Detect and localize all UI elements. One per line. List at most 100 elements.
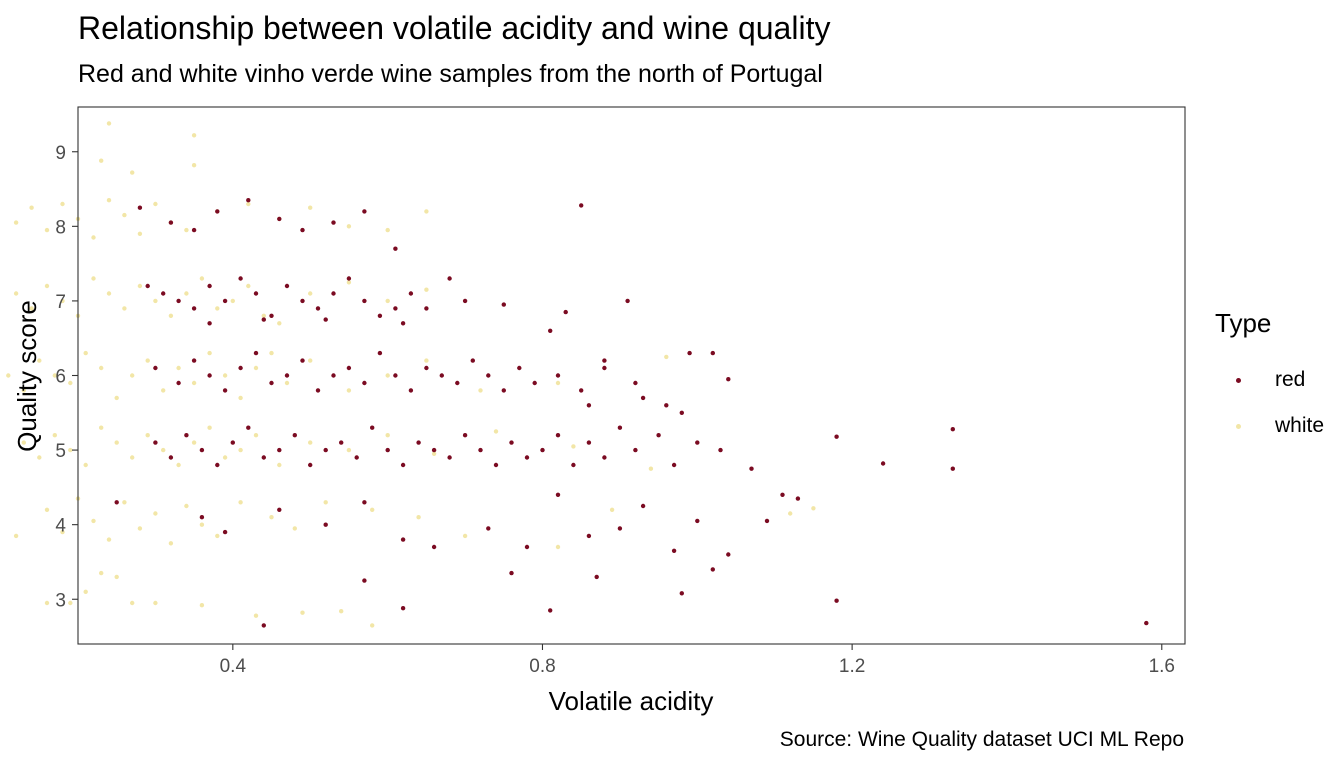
data-point-red — [346, 365, 352, 371]
data-point-red — [153, 365, 158, 371]
data-point-white — [207, 425, 212, 430]
data-point-red — [555, 492, 561, 497]
data-point-red — [524, 455, 530, 460]
data-point-red — [207, 373, 212, 378]
data-point-white — [424, 287, 429, 292]
data-point-red — [509, 570, 514, 576]
data-point-red — [586, 533, 592, 539]
data-point-red — [586, 403, 592, 408]
data-point-red — [393, 373, 398, 378]
series-red-points — [114, 198, 1149, 628]
data-point-red — [602, 365, 607, 371]
data-point-red — [400, 462, 406, 468]
data-point-white — [130, 373, 135, 378]
data-point-red — [393, 306, 398, 311]
data-point-white — [238, 395, 243, 401]
data-point-red — [671, 462, 677, 468]
plot-panel-border — [77, 106, 1186, 645]
data-point-red — [161, 291, 166, 296]
data-point-white — [277, 321, 282, 326]
data-point-white — [609, 507, 615, 512]
data-point-white — [222, 373, 228, 378]
data-point-red — [447, 276, 452, 281]
data-point-red — [695, 518, 700, 524]
data-point-white — [207, 350, 212, 356]
data-point-red — [253, 291, 259, 296]
data-point-red — [199, 447, 205, 453]
data-point-red — [346, 276, 352, 281]
data-point-red — [362, 578, 367, 583]
data-point-red — [548, 328, 553, 333]
data-point-red — [424, 306, 429, 311]
data-point-white — [145, 358, 150, 363]
data-point-red — [323, 522, 328, 527]
data-point-white — [308, 291, 313, 296]
data-point-red — [362, 380, 367, 386]
data-point-white — [308, 440, 313, 445]
data-point-red — [261, 455, 266, 460]
data-point-red — [617, 526, 623, 531]
data-point-red — [400, 321, 406, 326]
data-point-red — [431, 544, 437, 550]
data-point-red — [671, 548, 677, 553]
data-point-white — [91, 276, 96, 281]
data-point-red — [579, 388, 584, 393]
data-point-white — [184, 291, 189, 296]
data-point-red — [315, 306, 321, 311]
y-tick-label: 6 — [55, 367, 66, 388]
data-point-red — [362, 298, 367, 304]
data-point-red — [400, 606, 406, 611]
data-point-red — [222, 529, 228, 535]
data-point-red — [571, 462, 576, 468]
data-point-red — [726, 377, 731, 382]
data-point-red — [145, 283, 150, 289]
legend-key-white — [1215, 403, 1261, 449]
legend-title: Type — [1215, 308, 1272, 338]
data-point-red — [408, 291, 414, 296]
data-point-red — [300, 358, 305, 363]
data-point-red — [292, 433, 297, 438]
data-point-white — [431, 451, 437, 456]
data-point-white — [68, 600, 73, 606]
data-point-white — [60, 529, 65, 535]
data-point-red — [540, 447, 545, 453]
data-point-red — [362, 209, 367, 214]
y-tick-label: 3 — [55, 590, 66, 611]
series-white-points — [6, 121, 816, 628]
data-point-red — [207, 321, 212, 326]
data-point-white — [555, 380, 561, 386]
data-point-red — [323, 317, 328, 322]
data-point-white — [493, 429, 499, 434]
data-point-white — [130, 170, 135, 175]
legend-dot-white — [1236, 424, 1241, 429]
data-point-white — [130, 600, 135, 606]
data-point-white — [346, 280, 352, 285]
data-point-red — [416, 440, 421, 445]
data-point-red — [439, 373, 444, 378]
legend-label-white: white — [1275, 414, 1325, 437]
data-point-red — [377, 350, 383, 356]
data-point-white — [424, 209, 429, 214]
data-point-red — [284, 373, 290, 378]
data-point-white — [21, 440, 26, 445]
data-point-white — [416, 515, 421, 520]
data-point-white — [184, 227, 189, 233]
data-point-white — [153, 600, 158, 606]
data-point-white — [161, 447, 166, 453]
data-point-red — [215, 209, 220, 214]
data-point-red — [215, 462, 220, 468]
data-point-white — [300, 610, 305, 615]
data-point-red — [486, 373, 491, 378]
y-axis-title: Quality score — [12, 300, 42, 452]
data-point-red — [408, 388, 414, 393]
data-point-white — [462, 533, 468, 539]
data-point-red — [718, 447, 723, 453]
data-point-red — [222, 298, 228, 304]
data-point-white — [176, 365, 181, 371]
legend-item-white: white — [1215, 403, 1324, 449]
data-point-white — [191, 380, 197, 386]
data-point-white — [385, 433, 390, 438]
data-point-white — [811, 506, 816, 511]
x-axis: 0.4 0.8 1.2 1.6 — [220, 644, 1175, 677]
data-point-white — [83, 462, 88, 468]
